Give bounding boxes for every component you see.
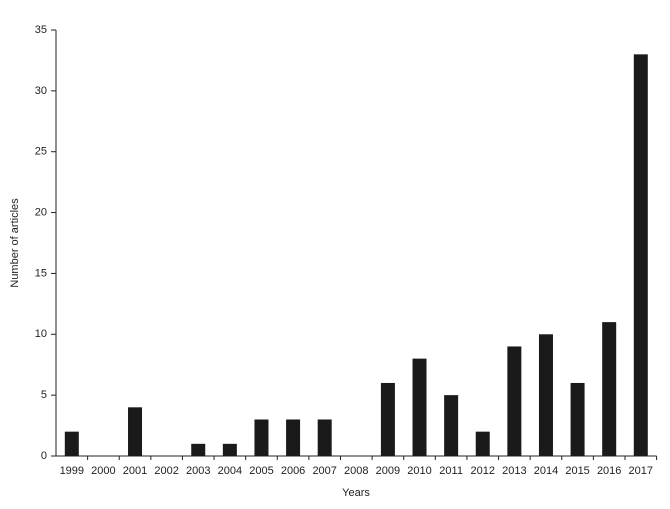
bar [538, 334, 553, 456]
x-tick-label: 2015 [565, 465, 589, 477]
x-tick-label: 2010 [407, 465, 431, 477]
x-tick-label: 2002 [154, 465, 178, 477]
x-axis-title: Years [342, 487, 370, 499]
bar [286, 419, 301, 456]
y-tick-label: 0 [41, 450, 47, 462]
y-tick-label: 15 [35, 267, 47, 279]
bar [602, 322, 617, 456]
bar [570, 382, 585, 456]
x-tick-label: 2003 [186, 465, 210, 477]
bar [633, 54, 648, 456]
x-tick-label: 2011 [439, 465, 463, 477]
x-tick-label: 1999 [60, 465, 84, 477]
x-tick-label: 2008 [344, 465, 368, 477]
x-tick-label: 2014 [534, 465, 558, 477]
x-tick-label: 2005 [249, 465, 273, 477]
x-tick-label: 2017 [629, 465, 653, 477]
y-tick-label: 25 [35, 146, 47, 158]
bar [191, 443, 206, 456]
x-tick-label: 2001 [123, 465, 147, 477]
y-tick-label: 10 [35, 328, 47, 340]
bar [254, 419, 269, 456]
bar [64, 431, 79, 456]
bar [444, 395, 459, 456]
bar [380, 382, 395, 456]
x-tick-label: 2012 [470, 465, 494, 477]
x-tick-label: 2016 [597, 465, 621, 477]
bar [317, 419, 332, 456]
x-tick-label: 2006 [281, 465, 305, 477]
x-tick-label: 2013 [502, 465, 526, 477]
y-tick-label: 5 [41, 389, 47, 401]
x-tick-label: 2009 [376, 465, 400, 477]
bar [412, 358, 427, 456]
y-axis-title: Number of articles [9, 198, 21, 288]
y-tick-label: 30 [35, 85, 47, 97]
y-tick-label: 20 [35, 206, 47, 218]
bar [475, 431, 490, 456]
bar [507, 346, 522, 456]
x-tick-label: 2007 [312, 465, 336, 477]
x-tick-label: 2000 [91, 465, 115, 477]
bar [128, 407, 143, 456]
bar [222, 443, 237, 456]
x-tick-label: 2004 [218, 465, 242, 477]
y-tick-label: 35 [35, 24, 47, 36]
